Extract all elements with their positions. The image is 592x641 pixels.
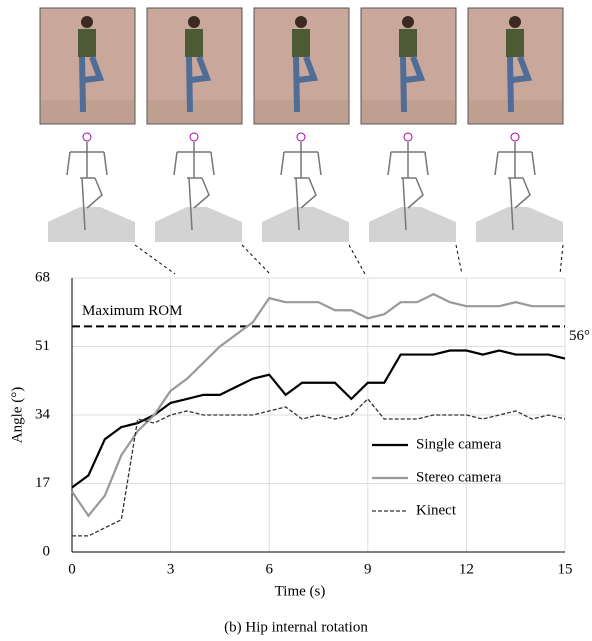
connector	[559, 244, 564, 275]
ground	[155, 207, 242, 242]
x-tick-label: 0	[68, 561, 76, 577]
x-axis-label: Time (s)	[275, 583, 326, 599]
skeleton-head	[510, 132, 520, 142]
photo-floor	[148, 100, 241, 123]
connector	[134, 244, 176, 275]
y-tick-label: 0	[43, 543, 51, 559]
person-shirt	[78, 29, 96, 57]
person-head	[402, 16, 414, 28]
y-axis-label: Angle (°)	[9, 387, 25, 443]
connector	[348, 244, 366, 275]
person-legs	[186, 55, 212, 113]
person-legs	[400, 55, 426, 113]
person-shirt	[185, 29, 203, 57]
legend-label: Stereo camera	[416, 469, 502, 485]
person-shirt	[292, 29, 310, 57]
photo-floor	[41, 100, 134, 123]
x-tick-label: 12	[459, 561, 474, 577]
ground	[262, 207, 349, 242]
x-tick-label: 3	[167, 561, 175, 577]
person-head	[509, 16, 521, 28]
person-legs	[293, 55, 319, 113]
photo-strip	[39, 7, 564, 275]
series-line	[72, 397, 566, 537]
x-tick-label: 6	[265, 561, 273, 577]
skeleton	[66, 142, 108, 231]
ground	[476, 207, 563, 242]
person-head	[81, 16, 93, 28]
person-shirt	[399, 29, 417, 57]
x-tick-label: 9	[364, 561, 372, 577]
skeleton-head	[82, 132, 92, 142]
y-tick-label: 68	[35, 269, 50, 285]
ground	[369, 207, 456, 242]
person-head	[188, 16, 200, 28]
connector	[241, 244, 271, 275]
skeleton	[280, 142, 322, 231]
person-shirt	[506, 29, 524, 57]
person-legs	[507, 55, 533, 113]
series-line	[71, 349, 566, 489]
y-tick-label: 51	[35, 338, 50, 354]
legend-label: Kinect	[416, 502, 457, 518]
skeleton	[173, 142, 215, 231]
skeleton-head	[296, 132, 306, 142]
reference-label: 56°	[569, 328, 590, 344]
skeleton-head	[189, 132, 199, 142]
caption: (b) Hip internal rotation	[224, 619, 368, 635]
connector	[455, 244, 463, 275]
photo-floor	[362, 100, 455, 123]
reference-text: Maximum ROM	[82, 303, 182, 319]
series-line	[71, 292, 565, 518]
skeleton-head	[403, 132, 413, 142]
skeleton	[387, 142, 429, 231]
y-tick-label: 17	[35, 475, 51, 491]
ground	[48, 207, 135, 242]
x-tick-label: 15	[558, 561, 573, 577]
legend-label: Single camera	[416, 436, 502, 452]
skeleton	[494, 142, 536, 231]
photo-floor	[469, 100, 562, 123]
y-tick-label: 34	[35, 406, 51, 422]
photo-floor	[255, 100, 348, 123]
person-legs	[79, 55, 105, 113]
person-head	[295, 16, 307, 28]
